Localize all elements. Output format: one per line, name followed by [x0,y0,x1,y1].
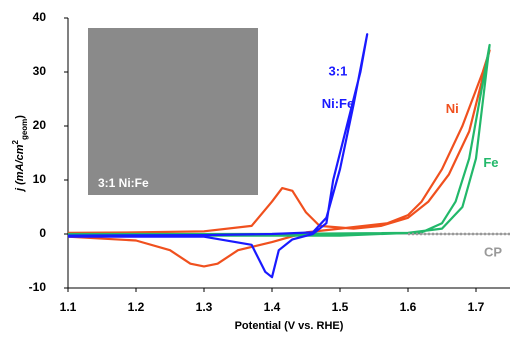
x-tick-label: 1.1 [60,300,77,314]
y-label-end: ) [14,115,26,119]
y-tick-label: 40 [33,10,47,24]
chart: 3:1 Ni:Fe Potential (V vs. RHE) j (mA/cm… [0,0,510,335]
annotation: Fe [483,155,498,170]
y-tick-label: -10 [29,280,47,294]
x-tick-label: 1.5 [332,300,349,314]
annotation: CP [484,244,502,259]
y-label-sub: geom [20,119,29,140]
x-tick-label: 1.4 [264,300,281,314]
y-tick-label: 0 [39,226,46,240]
y-tick-label: 10 [33,172,47,186]
annotation: 3:1 [329,63,348,78]
annotation: Ni:Fe [322,96,355,111]
inset-label: 3:1 Ni:Fe [98,176,149,190]
y-tick-label: 20 [33,118,47,132]
y-label-sup: 2 [11,140,20,145]
inset-image [88,28,258,195]
annotation: Ni [446,101,459,116]
y-label-main: j (mA/cm [14,144,26,193]
y-axis-label: j (mA/cm2geom) [11,115,29,193]
x-tick-label: 1.6 [400,300,417,314]
x-tick-label: 1.7 [468,300,485,314]
x-axis-label: Potential (V vs. RHE) [235,320,344,332]
x-tick-label: 1.2 [128,300,145,314]
y-tick-label: 30 [33,64,47,78]
x-tick-label: 1.3 [196,300,213,314]
